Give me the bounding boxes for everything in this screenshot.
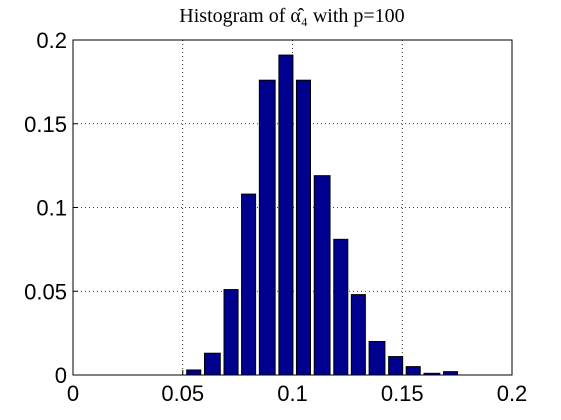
x-tick-label: 0.2 bbox=[497, 381, 528, 406]
y-tick-label: 0.2 bbox=[36, 28, 67, 53]
x-tick-label: 0.1 bbox=[277, 381, 308, 406]
y-tick-label: 0 bbox=[55, 363, 67, 388]
bar bbox=[203, 352, 221, 376]
bar bbox=[368, 341, 386, 376]
y-tick-label: 0.1 bbox=[36, 196, 67, 221]
bar bbox=[333, 238, 349, 376]
bar bbox=[350, 294, 366, 376]
bar bbox=[258, 79, 276, 376]
bar bbox=[405, 366, 421, 376]
bar bbox=[388, 356, 404, 376]
bar bbox=[443, 371, 459, 376]
chart-title: Histogram of α̂₄ with p=100 bbox=[179, 5, 404, 27]
bar bbox=[241, 193, 257, 376]
y-tick-label: 0.05 bbox=[24, 279, 67, 304]
x-tick-label: 0 bbox=[67, 381, 79, 406]
bar bbox=[223, 289, 239, 376]
x-tick-label: 0.05 bbox=[161, 381, 204, 406]
x-tick-label: 0.15 bbox=[381, 381, 424, 406]
bar bbox=[313, 175, 331, 376]
bar bbox=[186, 369, 202, 376]
axes-box bbox=[72, 39, 513, 376]
y-tick-label: 0.15 bbox=[24, 112, 67, 137]
bar bbox=[278, 54, 294, 376]
bar bbox=[295, 79, 311, 376]
